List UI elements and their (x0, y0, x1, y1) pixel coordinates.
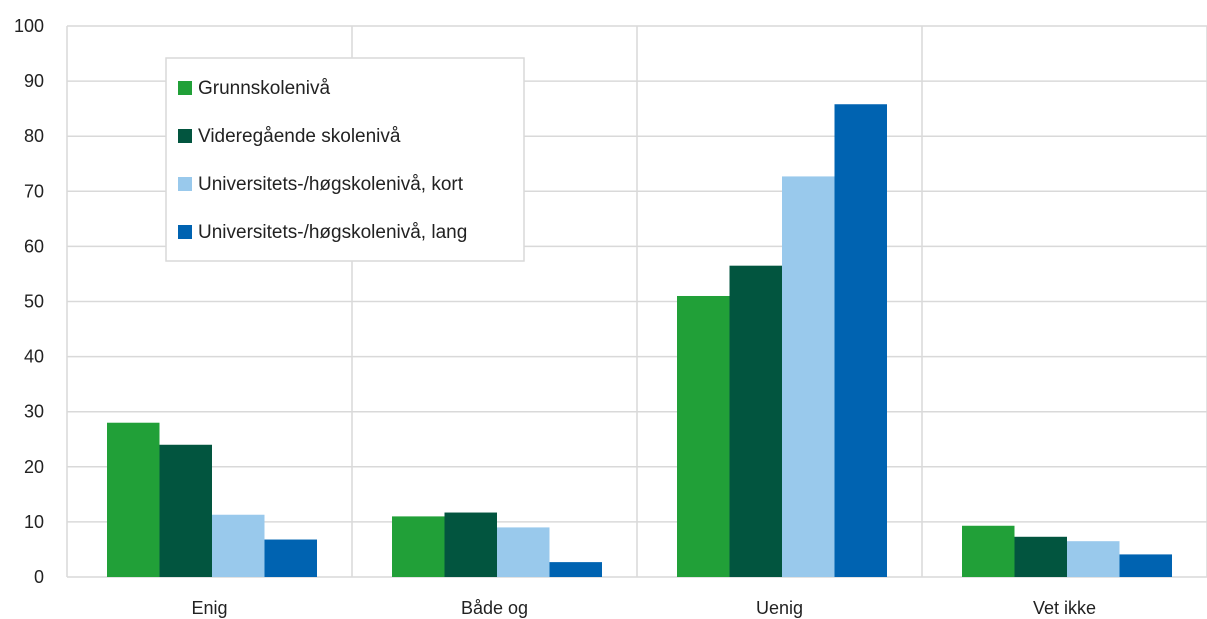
legend-swatch (178, 81, 192, 95)
bar (1119, 554, 1172, 577)
x-tick-label: Vet ikke (1033, 598, 1096, 618)
y-tick-label: 90 (24, 71, 44, 91)
y-axis-ticks: 0 10 20 30 40 50 60 70 80 90 100 (14, 16, 44, 587)
x-axis-ticks: Enig Både og Uenig Vet ikke (191, 598, 1096, 618)
bar (549, 562, 602, 577)
bar (497, 527, 550, 577)
bar (782, 176, 835, 577)
y-tick-label: 0 (34, 567, 44, 587)
bar (159, 444, 212, 577)
y-tick-label: 50 (24, 292, 44, 312)
x-tick-label: Både og (461, 598, 528, 618)
legend-label: Universitets-/høgskolenivå, kort (198, 174, 464, 195)
bar (107, 422, 160, 577)
bars (107, 104, 1172, 577)
bar (212, 514, 265, 577)
bar (444, 512, 497, 577)
bar (834, 104, 887, 577)
legend-label: Videregående skolenivå (198, 126, 401, 147)
bar (1014, 536, 1067, 577)
bar (962, 525, 1015, 577)
legend-swatch (178, 225, 192, 239)
bar (677, 295, 730, 577)
legend-swatch (178, 177, 192, 191)
legend-swatch (178, 129, 192, 143)
bar (1067, 541, 1120, 577)
y-tick-label: 30 (24, 402, 44, 422)
bar (264, 539, 317, 577)
grid-lines (66, 25, 1207, 578)
y-tick-label: 20 (24, 457, 44, 477)
legend-label: Universitets-/høgskolenivå, lang (198, 222, 467, 243)
legend-box (165, 57, 525, 262)
y-tick-label: 100 (14, 16, 44, 36)
y-tick-label: 70 (24, 181, 44, 201)
bar (392, 516, 445, 577)
bar (729, 265, 782, 577)
legend: Grunnskolenivå Videregående skolenivå Univ… (165, 57, 525, 262)
y-tick-label: 80 (24, 126, 44, 146)
x-tick-label: Enig (191, 598, 227, 618)
x-tick-label: Uenig (756, 598, 803, 618)
y-tick-label: 60 (24, 236, 44, 256)
legend-label: Grunnskolenivå (198, 78, 330, 99)
y-tick-label: 40 (24, 347, 44, 367)
y-tick-label: 10 (24, 512, 44, 532)
